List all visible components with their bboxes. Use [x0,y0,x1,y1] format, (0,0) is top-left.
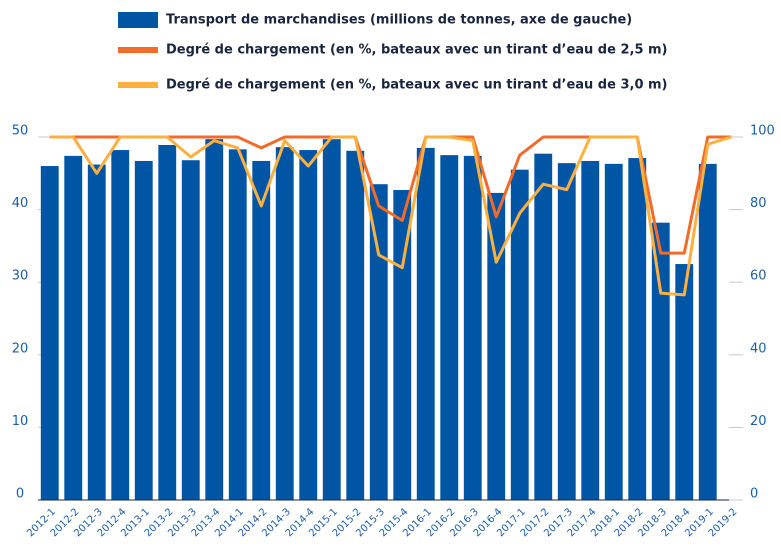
bar [440,155,459,500]
y-tick-label: 10 [12,414,29,429]
legend-swatch [118,82,158,88]
bar [651,222,670,500]
bar [698,163,717,500]
legend-label: Degré de chargement (en %, bateaux avec … [166,43,668,58]
bar [346,150,365,500]
bar [604,163,623,500]
y2-tick-label: 0 [750,487,758,502]
y2-tick-label: 100 [750,124,775,139]
bar [181,160,200,500]
y2-tick-label: 20 [750,414,767,429]
y-tick-label: 50 [12,124,29,139]
legend-swatch [118,47,158,53]
y-tick-label: 30 [12,269,29,284]
legend-swatch [118,12,158,28]
bar [299,150,318,500]
bar [557,163,576,501]
bar [252,160,271,500]
y-tick-label: 0 [16,487,24,502]
bar [64,155,83,500]
bar [134,160,153,500]
bar [322,139,341,501]
bar [463,155,482,500]
bar [510,169,529,501]
bar [275,147,294,500]
bar [628,158,647,500]
line [49,135,732,297]
legend-label: Degré de chargement (en %, bateaux avec … [166,78,668,93]
bar [534,153,553,500]
legend-label: Transport de marchandises (millions de t… [166,13,632,28]
y-tick-label: 20 [12,341,29,356]
bar [111,150,130,500]
bar [487,192,506,501]
y2-tick-label: 80 [750,196,767,211]
bar [205,139,224,501]
bar [369,184,388,500]
bar [87,164,106,500]
bar [228,149,247,501]
bar [40,166,59,501]
bar [416,147,435,500]
y2-tick-label: 40 [750,341,767,356]
bar [393,189,412,501]
y-tick-label: 40 [12,196,29,211]
bar [158,144,177,500]
bar [581,160,600,500]
y2-tick-label: 60 [750,269,767,284]
bar [675,264,694,500]
